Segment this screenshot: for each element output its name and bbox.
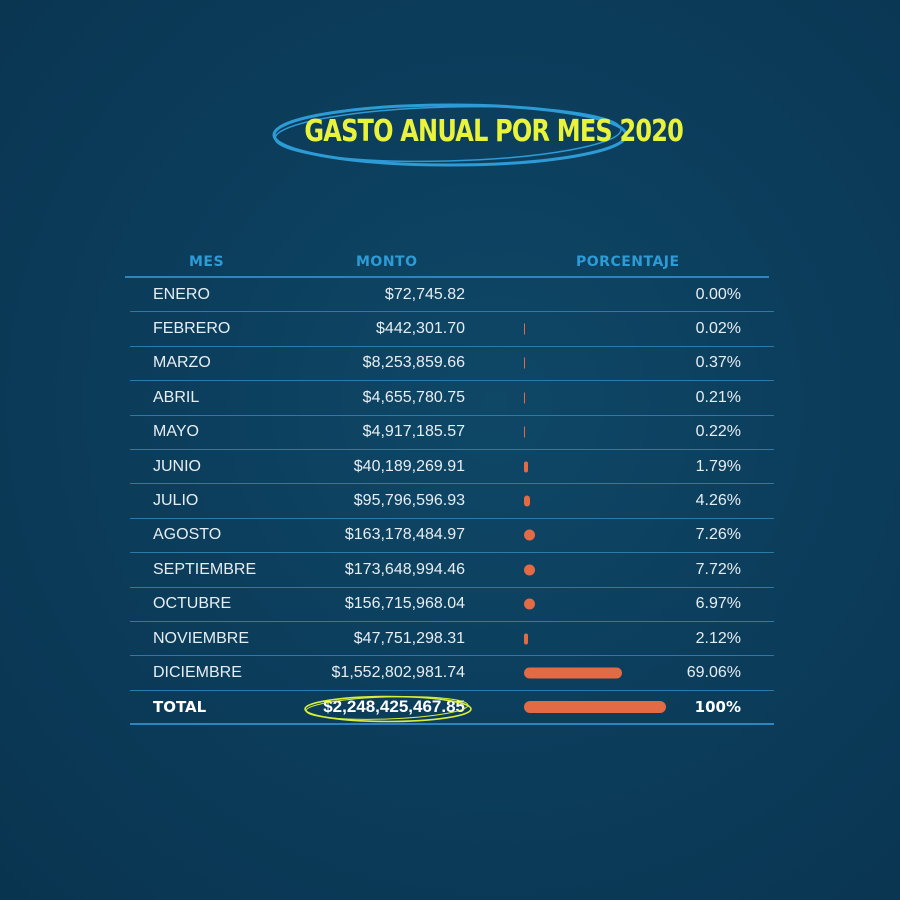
table-row: JUNIO $40,189,269.91 1.79% <box>130 450 774 485</box>
percent-bar-track <box>524 588 674 621</box>
table-row: MARZO $8,253,859.66 0.37% <box>130 347 774 382</box>
month-percent: 2.12% <box>695 629 741 647</box>
month-label: ABRIL <box>153 388 200 406</box>
month-label: MAYO <box>153 423 199 441</box>
total-label: TOTAL <box>153 697 207 716</box>
percent-bar <box>524 564 535 576</box>
month-percent: 7.72% <box>695 560 741 578</box>
percent-bar-track <box>524 416 674 449</box>
month-amount: $173,648,994.46 <box>344 560 465 578</box>
month-amount: $4,655,780.75 <box>362 388 465 406</box>
percent-bar-track <box>524 312 674 345</box>
header-divider <box>125 276 769 278</box>
month-amount: $95,796,596.93 <box>353 492 465 510</box>
percent-bar-track <box>524 519 674 552</box>
total-amount: $2,248,425,467.85 <box>323 696 465 716</box>
month-label: AGOSTO <box>153 526 222 544</box>
percent-bar-track <box>524 484 674 517</box>
percent-bar <box>524 529 535 541</box>
month-percent: 0.00% <box>695 285 741 303</box>
month-percent: 0.02% <box>695 320 741 338</box>
percent-bar <box>524 357 525 369</box>
month-percent: 1.79% <box>695 457 741 475</box>
month-label: MARZO <box>153 354 211 372</box>
month-percent: 0.21% <box>695 388 741 406</box>
percent-bar-track <box>524 278 674 311</box>
table-row: OCTUBRE $156,715,968.04 6.97% <box>130 588 774 622</box>
percent-bar <box>524 461 528 473</box>
spending-table: ENERO $72,745.82 0.00% FEBRERO $442,301.70 0.… <box>130 278 774 726</box>
percent-bar-track <box>524 450 674 483</box>
month-amount: $4,917,185.57 <box>362 423 465 441</box>
month-label: NOVIEMBRE <box>153 629 250 647</box>
total-row: TOTAL $2,248,425,467.85 100% <box>130 691 774 726</box>
month-amount: $1,552,802,981.74 <box>331 663 465 681</box>
title-highlight-ring <box>272 103 628 167</box>
percent-bar <box>524 633 528 645</box>
header-porcentaje: PORCENTAJE <box>576 254 680 270</box>
month-amount: $442,301.70 <box>376 320 465 338</box>
month-amount: $163,178,484.97 <box>344 526 465 544</box>
month-percent: 0.37% <box>695 354 741 372</box>
percent-bar <box>524 323 525 335</box>
table-row: ENERO $72,745.82 0.00% <box>130 278 774 313</box>
month-label: FEBRERO <box>153 320 231 338</box>
percent-bar-track <box>524 622 674 655</box>
month-label: JUNIO <box>153 457 201 475</box>
table-row: SEPTIEMBRE $173,648,994.46 7.72% <box>130 553 774 588</box>
month-percent: 4.26% <box>695 492 741 510</box>
month-amount: $156,715,968.04 <box>344 595 465 613</box>
month-label: OCTUBRE <box>153 595 232 613</box>
month-percent: 6.97% <box>695 595 741 613</box>
table-row: JULIO $95,796,596.93 4.26% <box>130 484 774 519</box>
total-percent-bar <box>524 700 666 713</box>
month-label: SEPTIEMBRE <box>153 560 257 578</box>
percent-bar-track <box>524 347 674 380</box>
header-monto: MONTO <box>356 254 418 270</box>
month-amount: $72,745.82 <box>384 285 465 303</box>
table-row: ABRIL $4,655,780.75 0.21% <box>130 381 774 416</box>
header-mes: MES <box>189 254 225 270</box>
month-label: DICIEMBRE <box>153 663 242 681</box>
table-row: NOVIEMBRE $47,751,298.31 2.12% <box>130 622 774 657</box>
table-row: FEBRERO $442,301.70 0.02% <box>130 312 774 347</box>
month-label: JULIO <box>153 492 199 510</box>
percent-bar <box>524 495 530 507</box>
month-percent: 0.22% <box>695 423 741 441</box>
percent-bar <box>524 392 525 404</box>
table-row: DICIEMBRE $1,552,802,981.74 69.06% <box>130 656 774 691</box>
percent-bar-track <box>524 381 674 414</box>
month-amount: $47,751,298.31 <box>353 629 465 647</box>
percent-bar <box>524 598 535 610</box>
table-row: MAYO $4,917,185.57 0.22% <box>130 416 774 450</box>
percent-bar <box>524 667 622 679</box>
month-percent: 7.26% <box>695 526 741 544</box>
percent-bar-track <box>524 691 674 723</box>
title-block: GASTO ANUAL POR MES 2020 <box>268 96 684 174</box>
percent-bar-track <box>524 656 674 689</box>
page-title: GASTO ANUAL POR MES 2020 <box>304 114 684 149</box>
table-row: AGOSTO $163,178,484.97 7.26% <box>130 519 774 554</box>
month-percent: 69.06% <box>686 663 741 681</box>
month-amount: $40,189,269.91 <box>353 457 465 475</box>
month-amount: $8,253,859.66 <box>362 354 465 372</box>
percent-bar-track <box>524 553 674 586</box>
month-label: ENERO <box>153 285 210 303</box>
percent-bar <box>524 426 525 438</box>
total-percent: 100% <box>694 697 741 716</box>
